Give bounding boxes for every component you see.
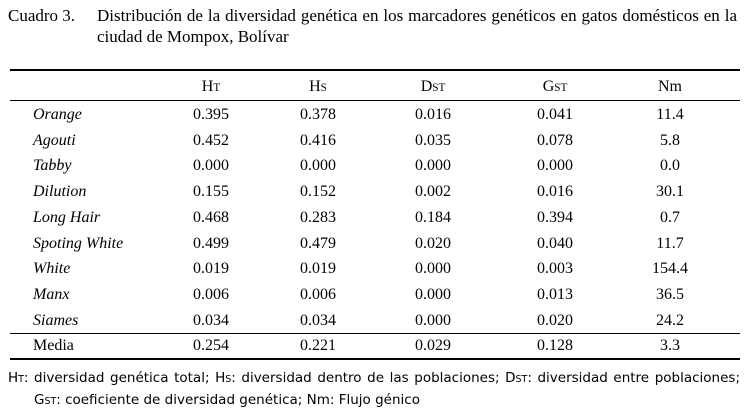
row-label: Orange — [33, 106, 82, 123]
top-rule — [10, 69, 740, 71]
caption-label: Cuadro 3. — [8, 6, 76, 25]
table-cell: 0.016 — [537, 183, 573, 201]
abbr-text: : coeficiente de diversidad genética; — [56, 392, 307, 408]
table-cell: 0.479 — [300, 234, 336, 252]
table-cell: 0.152 — [300, 183, 336, 201]
row-label: Long Hair — [33, 208, 101, 226]
column-header: GST — [505, 77, 605, 97]
abbr-main: H — [215, 370, 226, 386]
footnote: HT: diversidad genética total; HS: diver… — [8, 368, 740, 412]
table-cell: 0.020 — [537, 311, 573, 329]
table-cell: 0.7 — [660, 208, 680, 226]
row-label: Manx — [33, 285, 70, 303]
table-cell: 24.2 — [656, 311, 684, 329]
header-main: G — [542, 78, 555, 95]
table-cell: 0.000 — [415, 157, 451, 175]
table-cell: 0.040 — [537, 234, 573, 252]
table-cell: 0.452 — [193, 131, 229, 149]
row-label: White — [33, 260, 71, 278]
abbr-text: : diversidad entre poblaciones; — [527, 370, 740, 386]
header-sub: S — [320, 82, 327, 94]
header-main: H — [309, 78, 321, 95]
row-label: Spoting White — [33, 234, 124, 252]
caption-text: Distribución de la diversidad genética e… — [97, 6, 737, 46]
header-sub: T — [213, 82, 221, 94]
row-label: Dilution — [33, 183, 87, 201]
table-cell: 30.1 — [656, 183, 684, 201]
table-cell: 0.019 — [193, 260, 229, 278]
table-cell: 0.006 — [193, 285, 229, 303]
table-cell: 0.155 — [193, 183, 229, 201]
header-sub: ST — [432, 82, 446, 94]
abbr-text: : diversidad genética total; — [23, 370, 216, 386]
table-cell: 0.041 — [537, 106, 573, 123]
table-cell: 0.283 — [300, 208, 336, 226]
column-header: Nm — [620, 77, 720, 97]
table-cell: 0.003 — [537, 260, 573, 278]
table-cell: 0.002 — [415, 183, 451, 201]
row-label: Media — [33, 337, 74, 354]
table-cell: 0.395 — [193, 106, 229, 123]
column-header: HS — [268, 77, 368, 97]
table-cell: 0.016 — [415, 106, 451, 123]
table-cell: 0.034 — [300, 311, 336, 329]
table-cell: 0.416 — [300, 131, 336, 149]
table-cell: 0.035 — [415, 131, 451, 149]
table-cell: 0.000 — [415, 311, 451, 329]
table-cell: 0.000 — [537, 157, 573, 175]
abbr-text: : Flujo génico — [329, 392, 420, 408]
table-cell: 0.254 — [193, 337, 229, 354]
table-cell: 0.000 — [193, 157, 229, 175]
abbr-sub: ST — [44, 396, 57, 407]
table-cell: 11.7 — [656, 234, 684, 252]
table-cell: 0.000 — [300, 157, 336, 175]
table-cell: 3.3 — [660, 337, 680, 354]
bottom-rule — [10, 358, 740, 360]
abbr-main: H — [8, 370, 19, 386]
table-cell: 0.468 — [193, 208, 229, 226]
row-label: Agouti — [33, 131, 76, 149]
table-cell: 0.221 — [300, 337, 336, 354]
header-main: Nm — [658, 78, 682, 95]
table-cell: 0.128 — [537, 337, 573, 354]
table-cell: 11.4 — [656, 106, 684, 123]
table-cell: 0.0 — [660, 157, 680, 175]
abbr-main: D — [505, 370, 516, 386]
abbr-sub: ST — [515, 374, 528, 385]
table-cell: 36.5 — [656, 285, 684, 303]
table-cell: 0.019 — [300, 260, 336, 278]
row-label: Siames — [33, 311, 79, 329]
row-label: Tabby — [33, 157, 72, 175]
table-cell: 0.000 — [415, 260, 451, 278]
table-cell: 0.013 — [537, 285, 573, 303]
table-cell: 0.020 — [415, 234, 451, 252]
table-cell: 0.499 — [193, 234, 229, 252]
table-cell: 154.4 — [652, 260, 688, 278]
header-main: H — [201, 78, 214, 95]
abbr-text: : diversidad dentro de las poblaciones; — [231, 370, 506, 386]
table-cell: 0.394 — [537, 208, 573, 226]
table-cell: 0.034 — [193, 311, 229, 329]
abbr-main: Nm — [306, 392, 330, 408]
table-cell: 0.184 — [415, 208, 451, 226]
table-cell: 0.029 — [415, 337, 451, 354]
column-header: HT — [161, 77, 261, 97]
abbr-sub: T — [18, 374, 24, 385]
abbr-sub: S — [225, 374, 232, 385]
header-main: D — [420, 78, 433, 95]
header-rule — [10, 100, 740, 101]
header-sub: ST — [554, 82, 568, 94]
table-cell: 0.078 — [537, 131, 573, 149]
summary-rule — [10, 333, 740, 334]
abbr-main: G — [34, 392, 45, 408]
table-cell: 0.378 — [300, 106, 336, 123]
table-cell: 0.000 — [415, 285, 451, 303]
table-cell: 0.006 — [300, 285, 336, 303]
column-header: DST — [383, 77, 483, 97]
table-cell: 5.8 — [660, 131, 680, 149]
